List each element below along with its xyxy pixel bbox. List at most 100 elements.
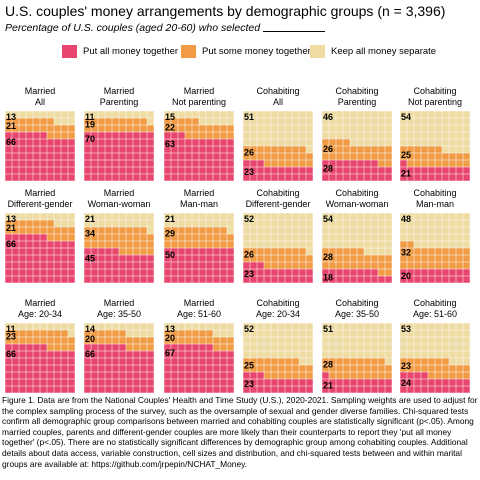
waffle-cell-all <box>206 386 213 393</box>
waffle-cell-separate <box>421 132 428 139</box>
waffle-cell-all <box>5 351 12 358</box>
waffle-cell-all <box>371 269 378 276</box>
waffle-cell-separate <box>414 220 421 227</box>
waffle-cell-all <box>456 379 463 386</box>
waffle-cell-all <box>98 167 105 174</box>
waffle-label-some: 23 <box>6 332 16 342</box>
waffle-cell-all <box>112 132 119 139</box>
waffle-cell-separate <box>329 227 336 234</box>
waffle-cell-some <box>385 269 392 276</box>
waffle-cell-separate <box>400 227 407 234</box>
waffle-cell-all <box>343 269 350 276</box>
waffle-cell-all <box>435 174 442 181</box>
waffle-cell-some <box>357 358 364 365</box>
waffle-cell-all <box>171 379 178 386</box>
waffle-cell-some <box>91 241 98 248</box>
waffle-cell-all <box>126 262 133 269</box>
waffle-cell-all <box>292 167 299 174</box>
waffle-cell-some <box>98 330 105 337</box>
waffle-cell-separate <box>329 125 336 132</box>
waffle-cell-separate <box>421 351 428 358</box>
waffle-cell-separate <box>357 132 364 139</box>
waffle-cell-separate <box>329 234 336 241</box>
waffle-cell-all <box>227 276 234 283</box>
waffle-cell-some <box>343 248 350 255</box>
waffle-cell-all <box>33 241 40 248</box>
waffle-cell-some <box>271 248 278 255</box>
waffle-cell-all <box>171 344 178 351</box>
waffle-cell-separate <box>299 323 306 330</box>
panel-title-group: Married <box>24 188 56 198</box>
waffle-cell-all <box>12 351 19 358</box>
waffle-cell-all <box>147 153 154 160</box>
waffle-cell-separate <box>192 220 199 227</box>
waffle-cell-all <box>84 174 91 181</box>
waffle-label-all: 24 <box>401 378 411 388</box>
waffle-cell-all <box>329 276 336 283</box>
waffle-cell-some <box>26 118 33 125</box>
waffle-cell-all <box>91 248 98 255</box>
waffle-cell-all <box>40 358 47 365</box>
waffle-cell-all <box>19 386 26 393</box>
waffle-cell-separate <box>442 146 449 153</box>
waffle-cell-all <box>126 358 133 365</box>
waffle-cell-separate <box>227 227 234 234</box>
waffle-cell-separate <box>285 241 292 248</box>
waffle-cell-all <box>98 139 105 146</box>
waffle-cell-separate <box>456 227 463 234</box>
waffle-cell-separate <box>243 139 250 146</box>
waffle-cell-some <box>257 358 264 365</box>
waffle-cell-all <box>306 174 313 181</box>
waffle-cell-some <box>299 160 306 167</box>
waffle-cell-separate <box>322 227 329 234</box>
waffle-cell-all <box>185 269 192 276</box>
waffle-cell-separate <box>285 111 292 118</box>
waffle-cell-all <box>147 386 154 393</box>
waffle-cell-separate <box>357 241 364 248</box>
waffle-cell-all <box>140 358 147 365</box>
waffle-cell-some <box>400 153 407 160</box>
waffle-cell-all <box>185 365 192 372</box>
waffle-cell-some <box>428 365 435 372</box>
waffle-cell-some <box>227 344 234 351</box>
waffle-cell-all <box>213 262 220 269</box>
waffle-cell-all <box>220 160 227 167</box>
waffle-cell-separate <box>292 213 299 220</box>
waffle-cell-some <box>5 118 12 125</box>
waffle-cell-all <box>26 276 33 283</box>
waffle-cell-separate <box>456 337 463 344</box>
waffle-cell-separate <box>449 118 456 125</box>
waffle-cell-separate <box>463 125 470 132</box>
waffle-cell-separate <box>278 118 285 125</box>
waffle-cell-separate <box>407 323 414 330</box>
waffle-cell-all <box>105 344 112 351</box>
waffle-cell-separate <box>463 241 470 248</box>
waffle-cell-all <box>12 132 19 139</box>
waffle-cell-all <box>336 160 343 167</box>
waffle-cell-all <box>147 269 154 276</box>
waffle-cell-separate <box>278 330 285 337</box>
waffle-cell-all <box>357 379 364 386</box>
waffle-cell-separate <box>322 125 329 132</box>
waffle-cell-separate <box>428 220 435 227</box>
waffle-cell-separate <box>378 351 385 358</box>
waffle-cell-all <box>12 365 19 372</box>
waffle-cell-some <box>171 241 178 248</box>
waffle-cell-all <box>140 160 147 167</box>
waffle-cell-all <box>19 269 26 276</box>
waffle-cell-some <box>147 125 154 132</box>
waffle-cell-some <box>192 125 199 132</box>
waffle-cell-separate <box>428 213 435 220</box>
panel-title-subgroup: Not parenting <box>407 97 463 107</box>
waffle-cell-all <box>61 372 68 379</box>
waffle-cell-all <box>178 248 185 255</box>
waffle-cell-some <box>278 160 285 167</box>
waffle-cell-separate <box>350 351 357 358</box>
waffle-cell-separate <box>414 213 421 220</box>
waffle-cell-all <box>178 379 185 386</box>
waffle-cell-separate <box>164 111 171 118</box>
waffle-cell-some <box>322 365 329 372</box>
waffle-cell-all <box>126 276 133 283</box>
waffle-cell-some <box>185 118 192 125</box>
